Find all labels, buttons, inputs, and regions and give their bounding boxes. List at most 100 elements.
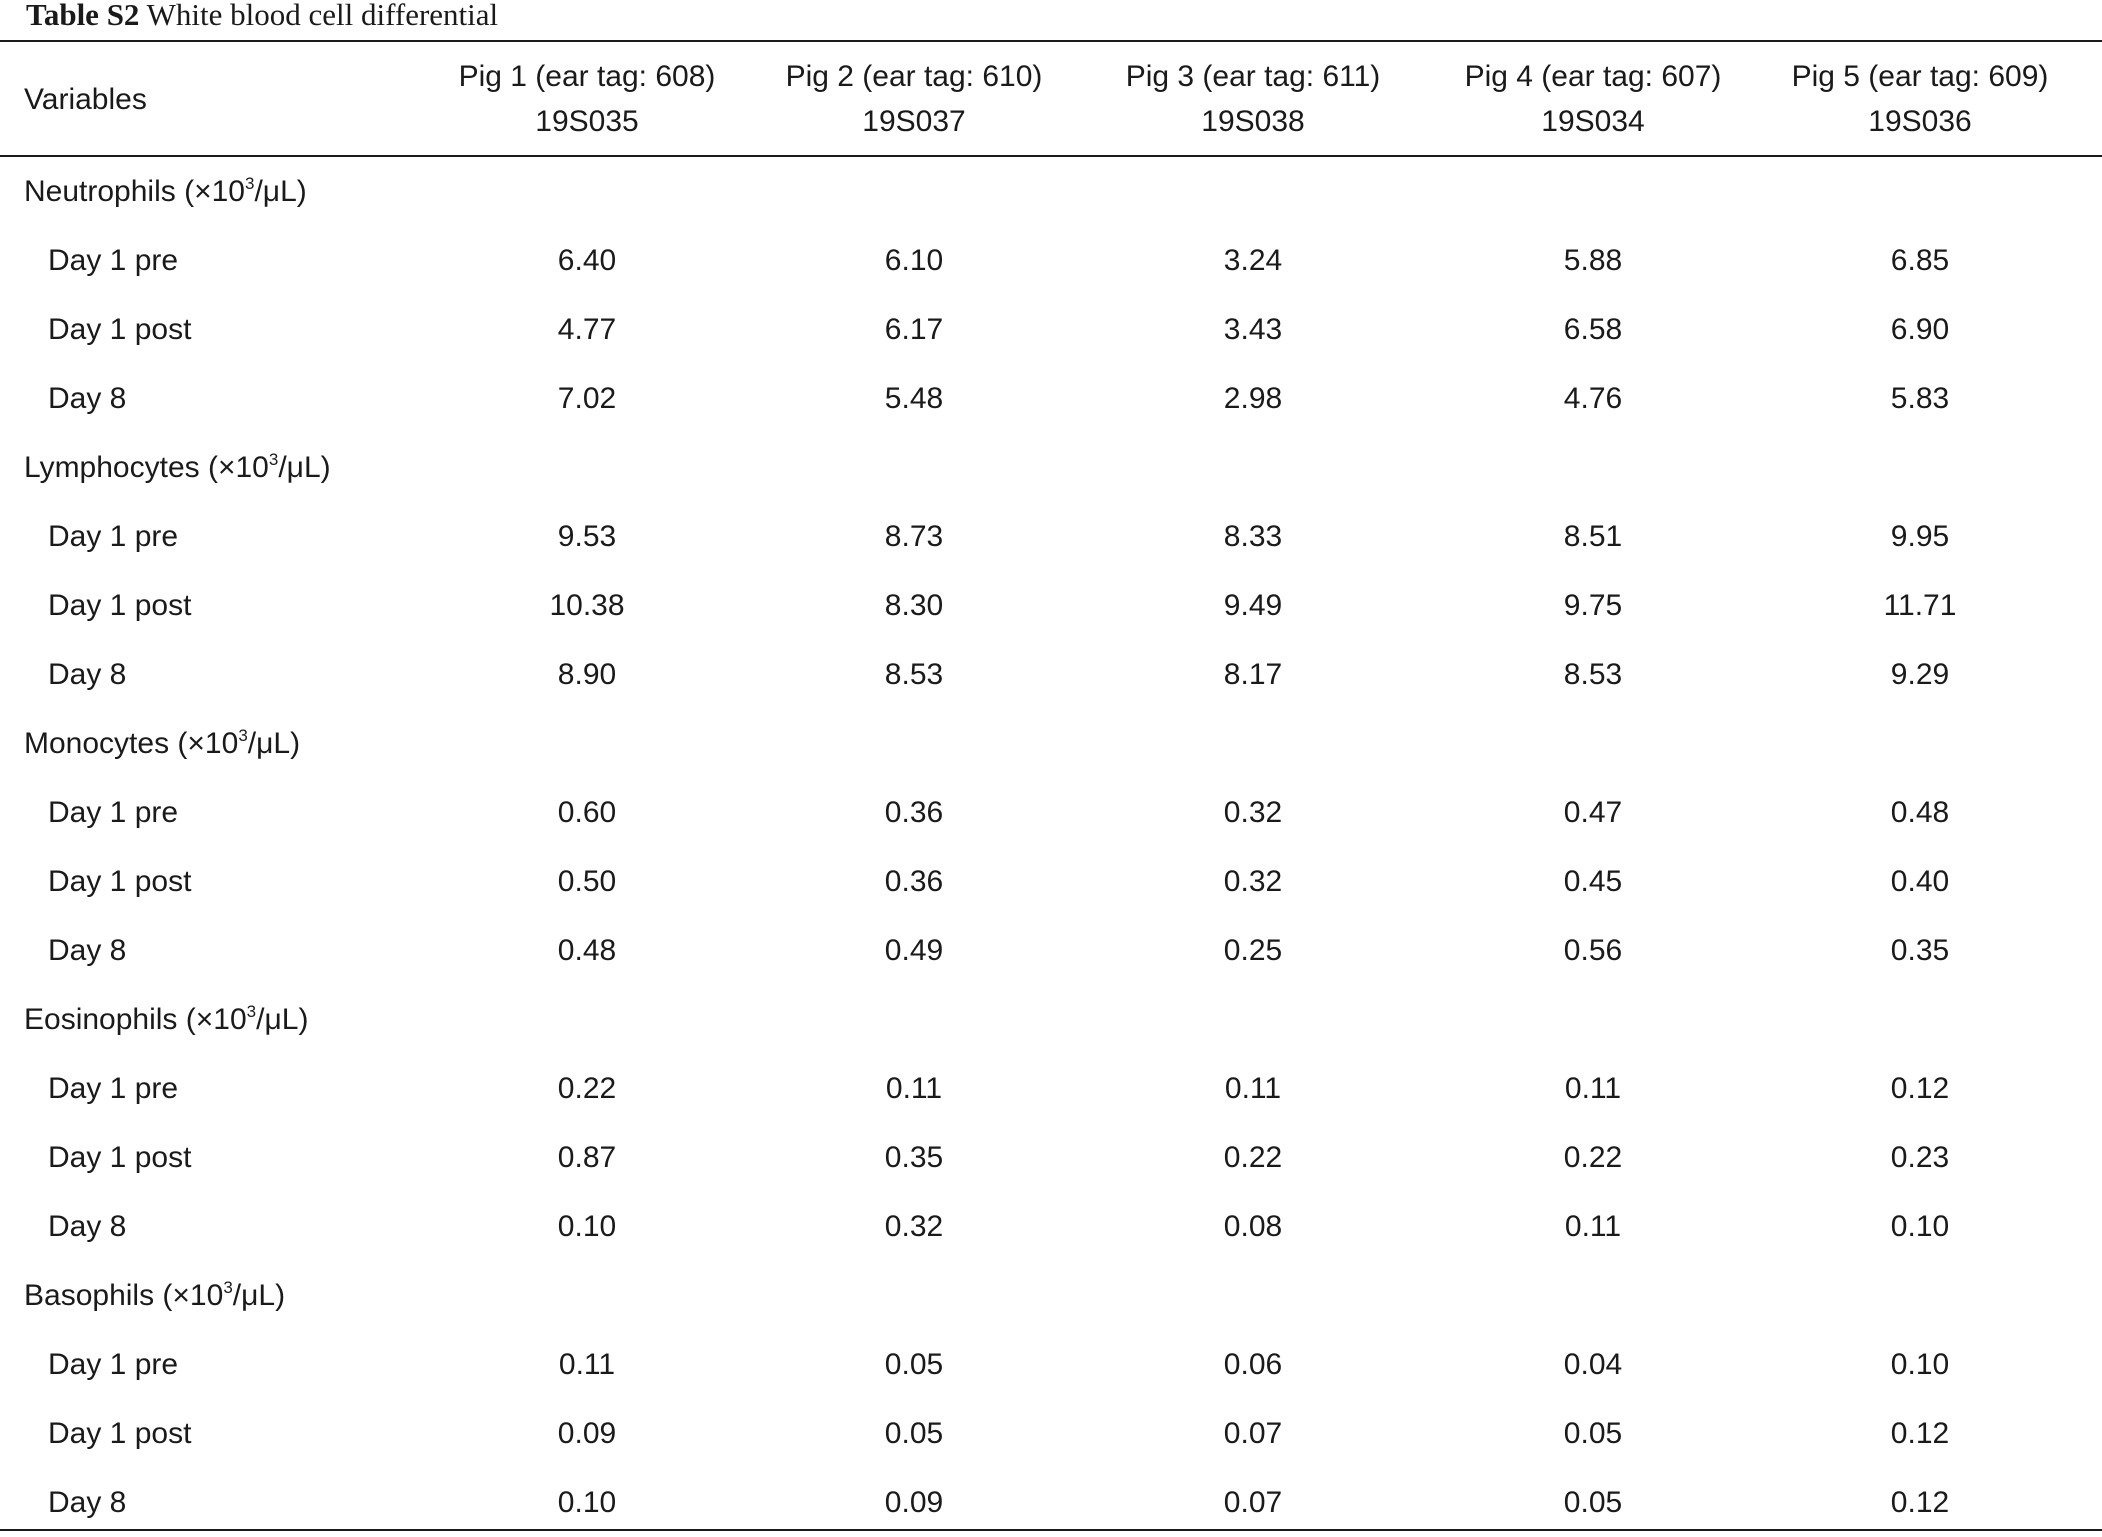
column-header-sample-id: 19S034	[1541, 105, 1645, 138]
group-row: Neutrophils (×103/μL)	[0, 157, 2102, 226]
table-cell-pig-2: 6.17	[884, 313, 944, 346]
table-cell-pig-1: 6.40	[557, 244, 617, 277]
table-cell-pig-2: 6.10	[884, 244, 944, 277]
table-cell-pig-3: 0.07	[1223, 1486, 1283, 1519]
group-row: Eosinophils (×103/μL)	[0, 985, 2102, 1054]
column-header-name: Pig 5 (ear tag: 609)	[1791, 60, 2049, 93]
table-cell-pig-1: 0.87	[557, 1141, 617, 1174]
row-label: Day 8	[48, 382, 127, 415]
group-row: Basophils (×103/μL)	[0, 1261, 2102, 1330]
table-row: Day 1 post 10.38 8.30 9.49 9.75 11.71	[0, 571, 2102, 640]
table-caption-title: White blood cell differential	[146, 0, 499, 32]
table-row: Day 1 pre 0.11 0.05 0.06 0.04 0.10	[0, 1330, 2102, 1399]
column-header-pig-1: Pig 1 (ear tag: 608) 19S035	[427, 43, 747, 155]
group-unit-prefix: (×10	[185, 1003, 247, 1036]
row-label: Day 1 pre	[48, 1072, 179, 1105]
group-label: Lymphocytes (×103/μL)	[24, 433, 331, 502]
group-name: Eosinophils	[24, 1003, 178, 1036]
group-unit-prefix: (×10	[177, 727, 239, 760]
table-cell-pig-1: 0.10	[557, 1486, 617, 1519]
row-label: Day 1 post	[48, 589, 192, 622]
table-cell-pig-1: 10.38	[549, 589, 625, 622]
group-unit-exponent: 3	[238, 726, 248, 745]
table-cell-pig-3: 0.11	[1224, 1072, 1282, 1105]
group-label: Eosinophils (×103/μL)	[24, 985, 308, 1054]
group-label: Neutrophils (×103/μL)	[24, 157, 307, 226]
table-cell-pig-5: 6.90	[1890, 313, 1950, 346]
row-label: Day 1 pre	[48, 520, 179, 553]
table-cell-pig-1: 7.02	[557, 382, 617, 415]
table-cell-pig-1: 0.09	[557, 1417, 617, 1450]
table-cell-pig-2: 0.49	[884, 934, 944, 967]
table-row: Day 1 post 0.50 0.36 0.32 0.45 0.40	[0, 847, 2102, 916]
variables-column-header: Variables	[24, 43, 147, 155]
table-cell-pig-1: 0.11	[558, 1348, 616, 1381]
table-cell-pig-2: 0.05	[884, 1348, 944, 1381]
table-row: Day 8 8.90 8.53 8.17 8.53 9.29	[0, 640, 2102, 709]
table-cell-pig-5: 9.95	[1890, 520, 1950, 553]
table-cell-pig-3: 8.33	[1223, 520, 1283, 553]
table-row: Day 1 post 0.09 0.05 0.07 0.05 0.12	[0, 1399, 2102, 1468]
group-unit-prefix: (×10	[162, 1279, 224, 1312]
table-cell-pig-4: 9.75	[1563, 589, 1623, 622]
table-cell-pig-4: 6.58	[1563, 313, 1623, 346]
table-cell-pig-2: 0.36	[884, 796, 944, 829]
table-cell-pig-3: 0.32	[1223, 865, 1283, 898]
group-row: Monocytes (×103/μL)	[0, 709, 2102, 778]
table-cell-pig-1: 0.50	[557, 865, 617, 898]
table-cell-pig-2: 0.35	[884, 1141, 944, 1174]
table-row: Day 8 0.10 0.32 0.08 0.11 0.10	[0, 1192, 2102, 1261]
table-cell-pig-4: 0.04	[1563, 1348, 1623, 1381]
table-cell-pig-3: 2.98	[1223, 382, 1283, 415]
table-cell-pig-1: 0.48	[557, 934, 617, 967]
table-cell-pig-4: 5.88	[1563, 244, 1623, 277]
group-unit-exponent: 3	[223, 1278, 233, 1297]
table-cell-pig-1: 0.10	[557, 1210, 617, 1243]
column-header-sample-id: 19S038	[1201, 105, 1305, 138]
column-header-pig-4: Pig 4 (ear tag: 607) 19S034	[1433, 43, 1753, 155]
table-cell-pig-3: 3.43	[1223, 313, 1283, 346]
group-unit-space	[177, 1003, 185, 1036]
column-header-pig-5: Pig 5 (ear tag: 609) 19S036	[1760, 43, 2080, 155]
table-cell-pig-2: 5.48	[884, 382, 944, 415]
table-cell-pig-5: 0.48	[1890, 796, 1950, 829]
column-header-name: Pig 2 (ear tag: 610)	[785, 60, 1043, 93]
group-unit-suffix: /μL)	[278, 451, 331, 484]
variables-header-label: Variables	[24, 82, 147, 116]
column-header-pig-3: Pig 3 (ear tag: 611) 19S038	[1093, 43, 1413, 155]
table-cell-pig-1: 0.22	[557, 1072, 617, 1105]
table-cell-pig-4: 0.11	[1564, 1210, 1622, 1243]
table-caption: Table S2 White blood cell differential	[26, 0, 498, 38]
table-cell-pig-1: 4.77	[557, 313, 617, 346]
table-cell-pig-2: 0.36	[884, 865, 944, 898]
table-cell-pig-3: 9.49	[1223, 589, 1283, 622]
table-row: Day 1 pre 6.40 6.10 3.24 5.88 6.85	[0, 226, 2102, 295]
table-bottom-rule	[0, 1529, 2102, 1531]
table-cell-pig-4: 0.45	[1563, 865, 1623, 898]
group-unit-space	[200, 451, 208, 484]
table-cell-pig-3: 0.06	[1223, 1348, 1283, 1381]
table-cell-pig-5: 9.29	[1890, 658, 1950, 691]
table-cell-pig-2: 0.09	[884, 1486, 944, 1519]
table-cell-pig-3: 0.32	[1223, 796, 1283, 829]
group-unit-suffix: /μL)	[232, 1279, 286, 1312]
row-label: Day 1 pre	[48, 796, 179, 829]
row-label: Day 1 post	[48, 313, 192, 346]
table-cell-pig-2: 8.73	[884, 520, 944, 553]
group-unit-exponent: 3	[244, 174, 255, 193]
table-row: Day 8 0.10 0.09 0.07 0.05 0.12	[0, 1468, 2102, 1537]
group-unit-suffix: /μL)	[247, 727, 301, 760]
table-cell-pig-5: 0.40	[1890, 865, 1950, 898]
group-name: Lymphocytes	[24, 451, 200, 484]
table-cell-pig-3: 3.24	[1223, 244, 1283, 277]
column-header-name: Pig 1 (ear tag: 608)	[458, 60, 716, 93]
row-label: Day 8	[48, 658, 127, 691]
group-unit-exponent: 3	[246, 1002, 257, 1021]
table-row: Day 1 pre 0.22 0.11 0.11 0.11 0.12	[0, 1054, 2102, 1123]
table-cell-pig-2: 0.05	[884, 1417, 944, 1450]
table-cell-pig-5: 0.12	[1890, 1486, 1950, 1519]
table-cell-pig-4: 0.22	[1563, 1141, 1623, 1174]
column-header-pig-2: Pig 2 (ear tag: 610) 19S037	[754, 43, 1074, 155]
table-row: Day 1 pre 0.60 0.36 0.32 0.47 0.48	[0, 778, 2102, 847]
column-header-name: Pig 3 (ear tag: 611)	[1125, 60, 1381, 93]
